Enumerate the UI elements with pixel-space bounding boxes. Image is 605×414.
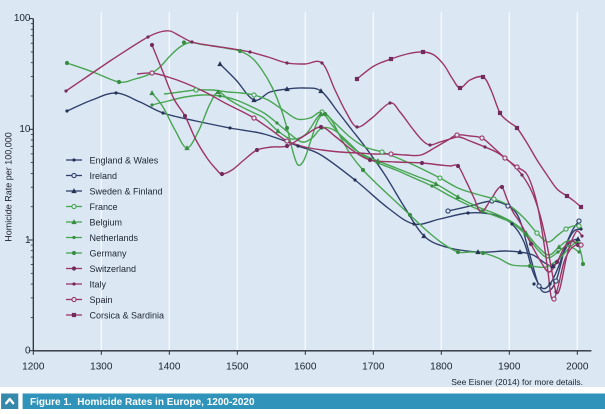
svg-text:Switzerland: Switzerland (90, 264, 137, 274)
svg-text:1900: 1900 (498, 362, 521, 373)
svg-text:See Eisner (2014) for more det: See Eisner (2014) for more details. (451, 377, 583, 387)
svg-text:Germany: Germany (90, 248, 128, 258)
svg-text:Italy: Italy (90, 279, 107, 289)
svg-text:1600: 1600 (294, 362, 317, 373)
svg-text:1700: 1700 (362, 362, 385, 373)
svg-text:England & Wales: England & Wales (90, 155, 159, 165)
svg-text:2000: 2000 (566, 362, 589, 373)
svg-text:0: 0 (25, 346, 31, 357)
svg-text:1: 1 (25, 235, 31, 246)
svg-text:France: France (90, 202, 118, 212)
svg-text:1400: 1400 (158, 362, 181, 373)
svg-text:Corsica & Sardinia: Corsica & Sardinia (90, 310, 165, 320)
svg-text:Spain: Spain (90, 295, 113, 305)
svg-text:Figure 1. Homicide Rates in E: Figure 1. Homicide Rates in Europe, 1200… (30, 397, 255, 408)
svg-text:1200: 1200 (22, 362, 45, 373)
svg-text:1800: 1800 (430, 362, 453, 373)
svg-text:Homicide Rate per 100,000: Homicide Rate per 100,000 (4, 132, 14, 242)
svg-text:1500: 1500 (226, 362, 249, 373)
svg-text:Netherlands: Netherlands (90, 233, 139, 243)
svg-text:10: 10 (19, 124, 31, 135)
svg-text:Ireland: Ireland (90, 171, 118, 181)
svg-text:100: 100 (14, 13, 31, 24)
svg-text:1300: 1300 (90, 362, 113, 373)
svg-text:Sweden & Finland: Sweden & Finland (90, 186, 163, 196)
svg-text:Belgium: Belgium (90, 217, 123, 227)
